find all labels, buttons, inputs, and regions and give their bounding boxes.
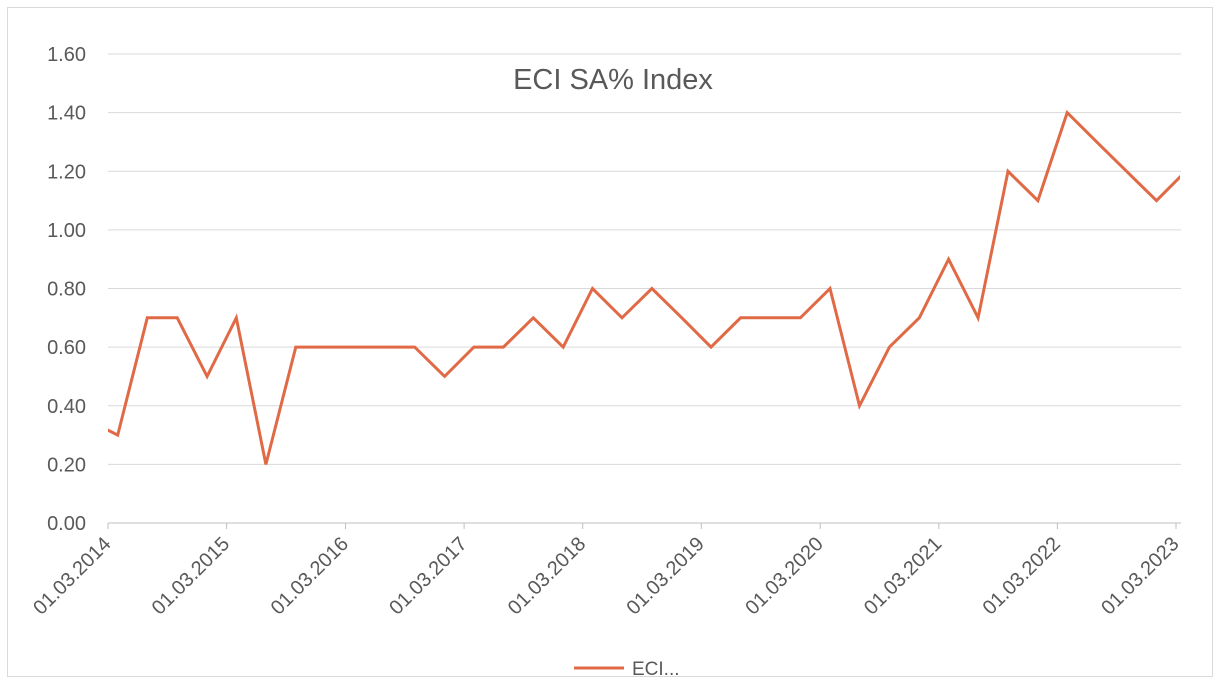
x-tick-label-7: 01.03.2021 — [860, 533, 946, 619]
y-tick-label-0: 0.00 — [47, 513, 86, 535]
x-tick-label-5: 01.03.2019 — [622, 533, 708, 619]
legend-label-eci: ECI... — [632, 659, 680, 680]
y-tick-label-7: 1.40 — [47, 103, 86, 125]
chart-frame — [7, 7, 1213, 677]
x-tick-label-6: 01.03.2020 — [741, 533, 827, 619]
y-tick-label-2: 0.40 — [47, 396, 86, 418]
x-axis — [107, 522, 1181, 529]
x-axis-tick-labels: 01.03.2014 01.03.2015 01.03.2016 01.03.2017… — [29, 533, 1183, 619]
chart-title: ECI SA% Index — [513, 64, 713, 96]
x-tick-label-0: 01.03.2014 — [29, 533, 115, 619]
y-tick-label-8: 1.60 — [47, 44, 86, 66]
series-layer — [108, 109, 1180, 465]
y-tick-label-4: 0.80 — [47, 279, 86, 301]
x-tick-label-9: 01.03.2023 — [1097, 533, 1183, 619]
gridlines — [108, 53, 1181, 465]
y-axis-tick-labels: 0.00 0.20 0.40 0.60 0.80 1.00 1.20 1.40 1.60 — [47, 44, 86, 535]
x-tick-label-4: 01.03.2018 — [504, 533, 590, 619]
y-tick-label-6: 1.20 — [47, 161, 86, 183]
y-tick-label-1: 0.20 — [47, 454, 86, 476]
x-tick-label-3: 01.03.2017 — [385, 533, 471, 619]
x-tick-label-2: 01.03.2016 — [267, 533, 353, 619]
y-tick-label-5: 1.00 — [47, 220, 86, 242]
legend: ECI... — [574, 659, 680, 680]
y-tick-label-3: 0.60 — [47, 337, 86, 359]
x-tick-label-1: 01.03.2015 — [148, 533, 234, 619]
x-tick-label-8: 01.03.2022 — [979, 533, 1065, 619]
series-line-0 — [108, 109, 1180, 465]
